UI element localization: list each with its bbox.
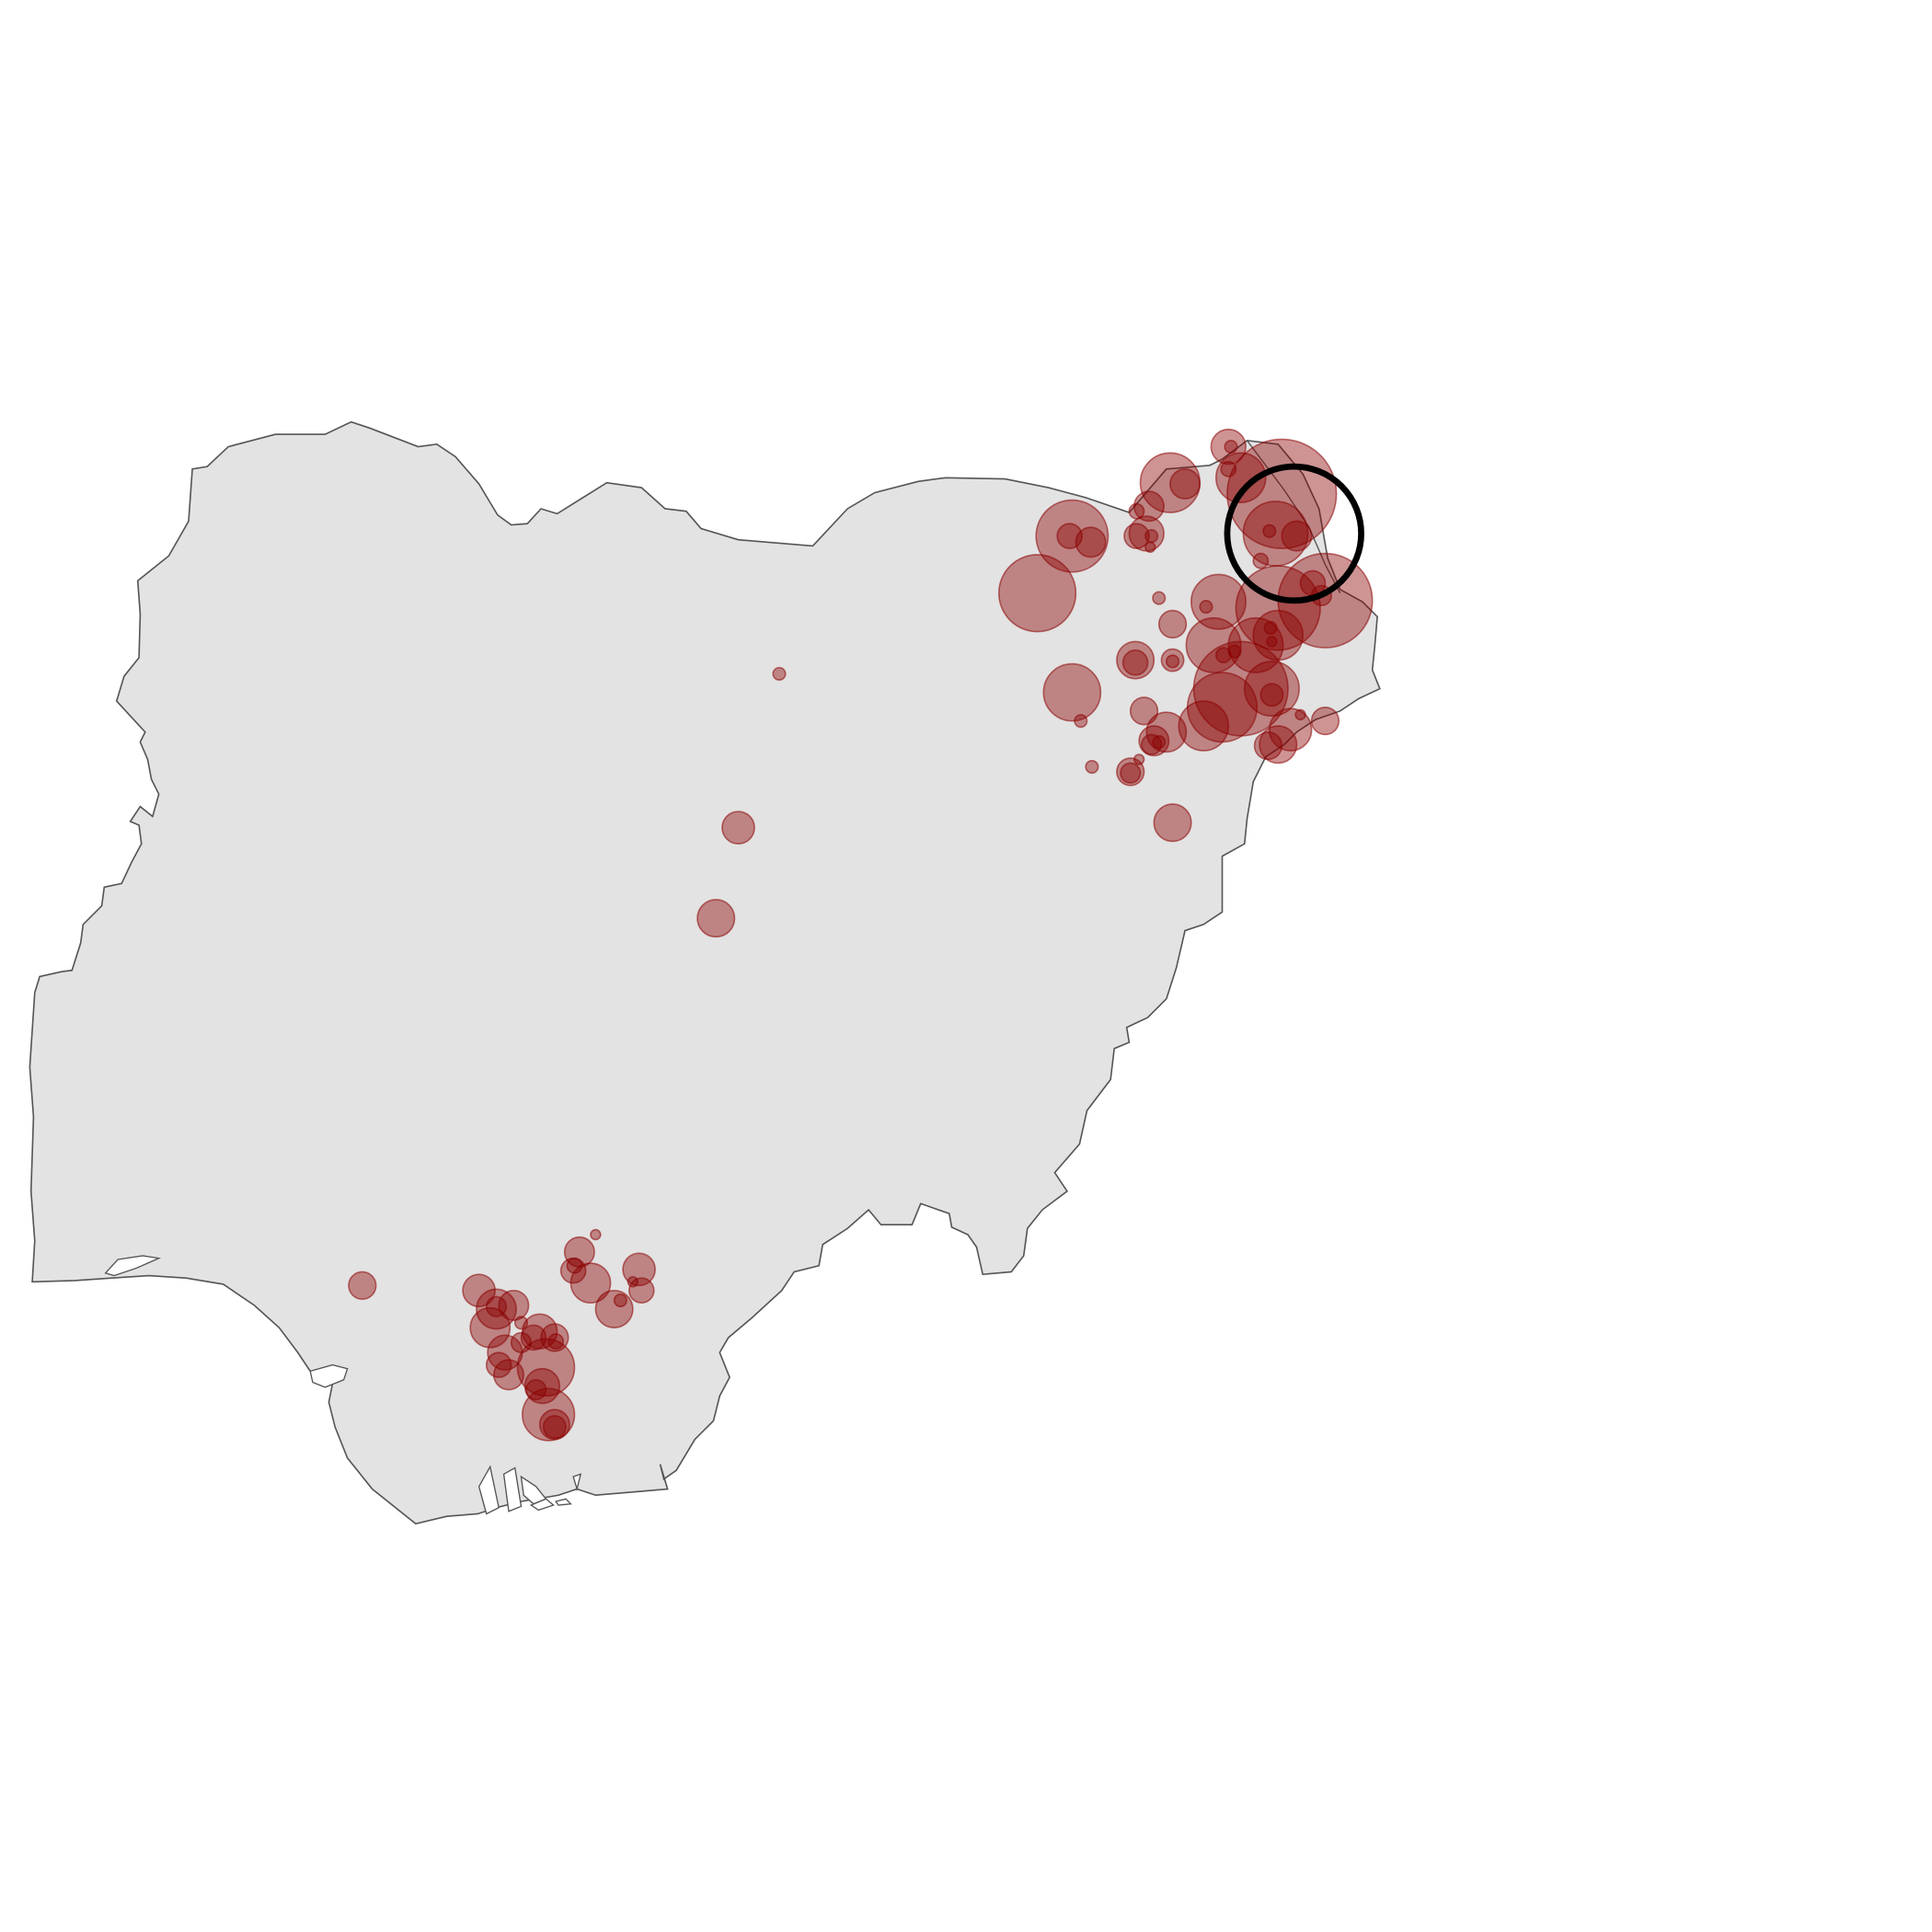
incident-bubble	[516, 1338, 576, 1397]
incident-bubble	[538, 1409, 570, 1441]
delta-creek-4	[529, 1498, 555, 1512]
nigeria-outline	[29, 420, 1381, 1525]
incident-bubble	[513, 1316, 529, 1330]
incident-bubble	[1259, 725, 1298, 765]
incident-bubble	[1266, 636, 1278, 648]
incident-bubble	[1214, 452, 1267, 504]
incident-bubble	[1157, 609, 1188, 639]
incident-bubble	[1169, 468, 1202, 500]
incident-bubble	[1310, 706, 1340, 736]
incident-bubble	[1129, 696, 1159, 726]
incident-bubble	[1243, 661, 1300, 718]
incident-bubble	[613, 1293, 627, 1308]
incident-bubble	[1160, 648, 1185, 673]
incident-bubble	[1116, 640, 1156, 680]
incident-bubble	[1166, 654, 1180, 669]
incident-bubble	[1152, 591, 1167, 605]
incident-bubble	[696, 899, 736, 938]
incident-bubble	[1224, 439, 1238, 454]
country-layer	[29, 420, 1381, 1525]
incident-bubble	[590, 1228, 602, 1241]
delta-creek-5	[555, 1498, 572, 1506]
incident-bubble	[1074, 714, 1088, 729]
incident-bubble	[1121, 649, 1149, 676]
lagos-lagoon	[104, 1255, 162, 1277]
incident-bubble	[569, 1262, 612, 1304]
incident-bubble	[1281, 520, 1313, 552]
incident-bubble	[523, 1367, 561, 1405]
incident-bubble	[1294, 708, 1306, 721]
incident-bubble	[498, 1289, 530, 1321]
coastal-creek	[309, 1363, 349, 1388]
incident-bubble	[542, 1415, 567, 1440]
incident-bubble	[627, 1276, 639, 1288]
incident-bubble	[1144, 541, 1156, 554]
incident-bubble	[1085, 759, 1099, 775]
incident-bubble	[1035, 499, 1110, 573]
incident-bubble	[1210, 428, 1247, 466]
incident-bubble	[1153, 803, 1192, 843]
incident-bubbles	[348, 428, 1374, 1442]
incident-bubble	[997, 554, 1077, 633]
incident-bubble	[540, 1323, 569, 1352]
incident-bubble	[1259, 683, 1284, 707]
incident-bubble	[772, 666, 787, 681]
incident-bubble	[348, 1271, 377, 1300]
incident-bubble	[1133, 490, 1165, 523]
delta-creek-6	[572, 1473, 582, 1492]
incident-bubble	[1141, 733, 1163, 755]
incident-bubble	[1227, 616, 1284, 673]
incident-bubble	[1178, 700, 1230, 752]
incident-bubble	[1056, 523, 1083, 549]
incident-bubble	[1252, 552, 1270, 569]
incident-bubble	[485, 1351, 512, 1378]
incident-bubble	[594, 1289, 634, 1328]
incident-bubble	[1190, 573, 1247, 630]
highlight-circle	[1224, 463, 1364, 604]
incident-bubble	[1075, 526, 1107, 558]
incident-bubble	[1199, 599, 1213, 615]
incident-bubble	[522, 1387, 576, 1442]
incident-bubble	[1185, 616, 1242, 673]
incident-bubble	[492, 1359, 524, 1391]
delta-creek-2	[502, 1466, 523, 1512]
incident-bubble	[1152, 734, 1167, 750]
incident-bubble	[1262, 523, 1277, 538]
incident-bubble	[1253, 730, 1283, 761]
incident-bubble	[1144, 529, 1159, 544]
incident-bubble	[721, 811, 755, 845]
incident-bubble	[1220, 460, 1237, 477]
incident-bubble	[1042, 662, 1102, 722]
delta-creek-1	[477, 1465, 500, 1515]
incident-bubble	[469, 1306, 512, 1349]
incident-bubble	[1120, 762, 1142, 784]
incident-bubble	[1123, 523, 1150, 549]
incident-bubble	[628, 1277, 655, 1304]
incident-bubble	[462, 1273, 496, 1308]
